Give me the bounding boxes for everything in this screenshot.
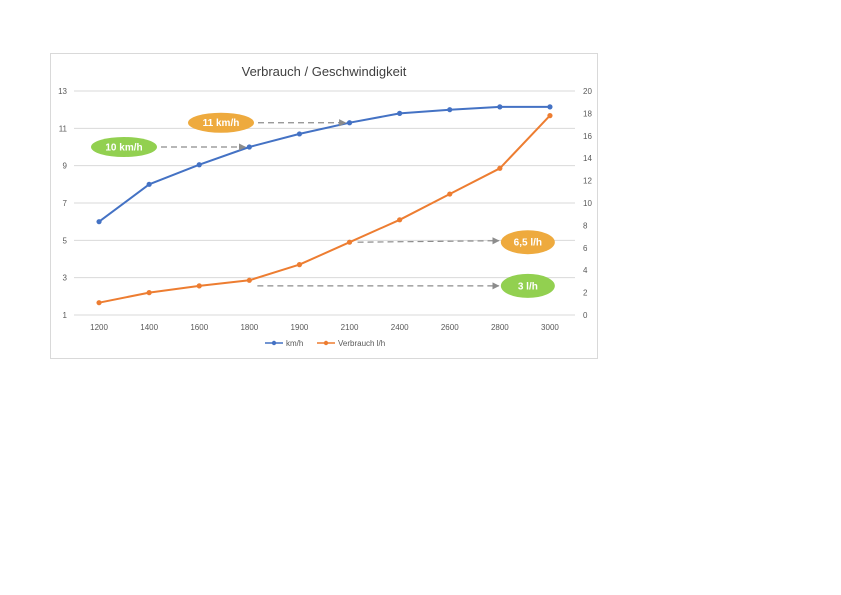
x-tick-label: 1200: [90, 323, 108, 332]
x-tick-label: 1900: [291, 323, 309, 332]
x-tick-label: 1600: [190, 323, 208, 332]
data-point: [346, 239, 353, 245]
y-right-tick-label: 6: [583, 244, 588, 253]
y-right-tick-label: 16: [583, 132, 592, 141]
y-right-tick-label: 10: [583, 199, 592, 208]
x-tick-label: 2100: [341, 323, 359, 332]
data-point: [397, 217, 403, 223]
data-point: [547, 113, 553, 119]
data-point: [196, 162, 202, 168]
x-tick-label: 2400: [391, 323, 409, 332]
data-point: [296, 262, 303, 268]
x-tick-label: 3000: [541, 323, 559, 332]
series-line: [98, 114, 551, 304]
x-tick-label: 2600: [441, 323, 459, 332]
y-left-tick-label: 5: [63, 236, 68, 245]
data-point: [246, 144, 252, 150]
annotation-label: 11 km/h: [203, 118, 240, 129]
annotation-bubble: [500, 273, 555, 298]
gridlines: [74, 90, 575, 316]
data-point: [547, 104, 553, 110]
legend-label: km/h: [286, 339, 303, 348]
data-point: [346, 120, 353, 126]
x-tick-label: 2800: [491, 323, 509, 332]
legend-swatch-marker: [271, 340, 277, 346]
data-point: [447, 191, 453, 197]
data-point: [296, 131, 303, 137]
annotation-arrow: [357, 237, 500, 245]
y-left-tick-label: 9: [63, 162, 68, 171]
annotation-label: 6,5 l/h: [514, 238, 542, 249]
chart-svg: Verbrauch / Geschwindigkeit 135791113024…: [58, 64, 592, 348]
series-line: [98, 105, 550, 223]
y-right-tick-label: 18: [583, 109, 592, 118]
series-lines: [96, 104, 553, 306]
y-left-tick-label: 13: [58, 87, 67, 96]
annotation-bubble: [188, 112, 254, 133]
data-point: [146, 290, 152, 296]
annotations: 10 km/h 11 km/h 6,5 l/h 3 l/h: [91, 112, 555, 298]
annotation-label: 10 km/h: [105, 143, 142, 154]
legend: km/h Verbrauch l/h: [265, 339, 385, 348]
legend-swatch-marker: [323, 340, 329, 346]
y-right-tick-label: 0: [583, 311, 588, 320]
data-point: [497, 104, 503, 110]
annotation-bubble: [500, 230, 555, 255]
annotation-label: 3 l/h: [518, 281, 538, 292]
y-left-tick-label: 1: [63, 311, 68, 320]
y-right-tick-label: 12: [583, 177, 592, 186]
data-point: [397, 110, 403, 116]
y-left-tick-label: 7: [63, 199, 68, 208]
y-right-tick-label: 14: [583, 154, 592, 163]
x-tick-label: 1400: [140, 323, 158, 332]
chart-title: Verbrauch / Geschwindigkeit: [242, 64, 407, 79]
chart-frame: Verbrauch / Geschwindigkeit 1 3 5 7 9 11 13 0 2 4…: [50, 53, 598, 359]
data-point: [196, 283, 202, 289]
data-point: [96, 219, 102, 225]
data-point: [96, 300, 102, 306]
legend-label: Verbrauch l/h: [338, 339, 385, 348]
data-point: [246, 277, 252, 283]
y-left-tick-label: 3: [63, 274, 68, 283]
y-right-tick-label: 8: [583, 221, 588, 230]
data-point: [146, 181, 152, 187]
x-tick-label: 1800: [240, 323, 258, 332]
y-right-tick-label: 4: [583, 266, 588, 275]
annotation-bubble: [91, 137, 157, 157]
y-left-tick-label: 11: [59, 124, 68, 133]
data-point: [497, 165, 503, 171]
y-right-tick-label: 2: [583, 289, 588, 298]
data-point: [447, 107, 453, 113]
y-right-tick-label: 20: [583, 87, 592, 96]
